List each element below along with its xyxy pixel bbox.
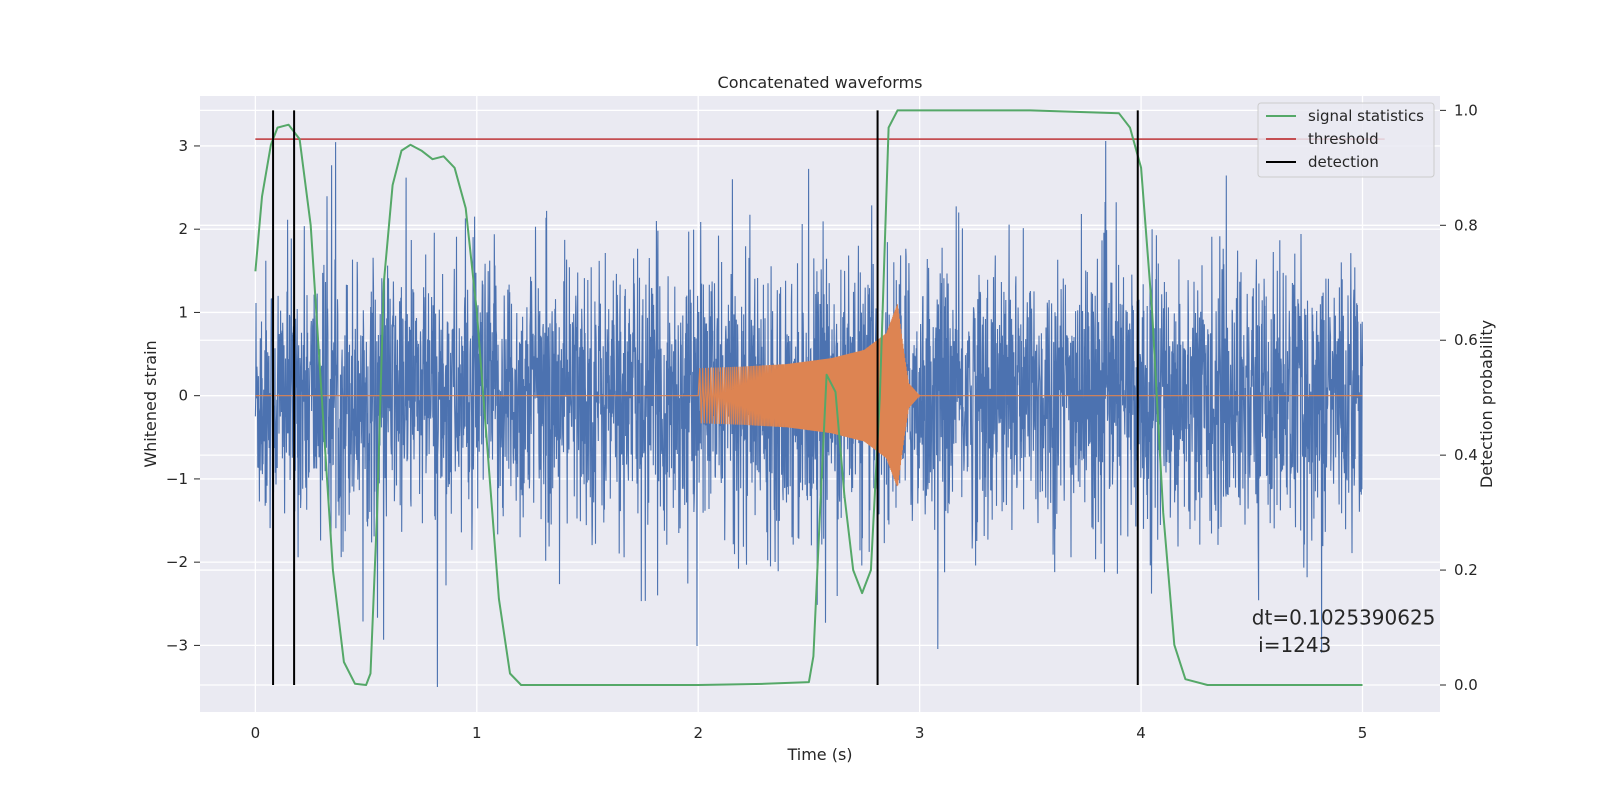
x-axis-label: Time (s): [786, 745, 852, 764]
legend-label-detection: detection: [1308, 153, 1379, 171]
chart-title: Concatenated waveforms: [718, 73, 923, 92]
y-tick-label: −2: [166, 553, 188, 571]
y2-tick-label: 0.4: [1454, 446, 1478, 464]
y2-axis-label: Detection probability: [1477, 320, 1496, 488]
y-tick-label: 3: [178, 137, 188, 155]
x-axis-ticks: 0 1 2 3 4 5: [251, 724, 1368, 742]
legend-label-threshold: threshold: [1308, 130, 1379, 148]
y-axis-ticks: −3 −2 −1 0 1 2 3: [166, 137, 200, 654]
injection-waveform: [255, 304, 1363, 487]
y2-tick-label: 0.0: [1454, 676, 1478, 694]
y-tick-label: −3: [166, 636, 188, 654]
y-axis-label: Whitened strain: [141, 340, 160, 467]
injection-series-line: [255, 304, 1363, 487]
y-tick-label: 2: [178, 220, 188, 238]
y2-axis-ticks: 0.0 0.2 0.4 0.6 0.8 1.0: [1440, 101, 1478, 694]
x-tick-label: 5: [1358, 724, 1368, 742]
y-tick-label: 1: [178, 303, 188, 321]
y2-tick-label: 0.6: [1454, 331, 1478, 349]
signal-statistics-line: [254, 109, 1363, 686]
x-tick-label: 0: [251, 724, 261, 742]
y-tick-label: −1: [166, 470, 188, 488]
y2-tick-label: 0.8: [1454, 216, 1478, 234]
y2-tick-label: 0.2: [1454, 561, 1478, 579]
detection-lines: [272, 110, 1139, 685]
legend: signal statistics threshold detection: [1257, 102, 1435, 178]
y-tick-label: 0: [178, 387, 188, 405]
annotation-dt: dt=0.1025390625: [1252, 606, 1436, 630]
annotation-index: i=1243: [1252, 633, 1332, 657]
x-tick-label: 4: [1136, 724, 1146, 742]
y2-tick-label: 1.0: [1454, 101, 1478, 119]
x-tick-label: 3: [915, 724, 925, 742]
signal-statistics-series-line: [254, 109, 1363, 686]
legend-box: [1257, 102, 1435, 178]
legend-label-signal-statistics: signal statistics: [1308, 107, 1424, 125]
x-tick-label: 2: [693, 724, 703, 742]
x-tick-label: 1: [472, 724, 482, 742]
